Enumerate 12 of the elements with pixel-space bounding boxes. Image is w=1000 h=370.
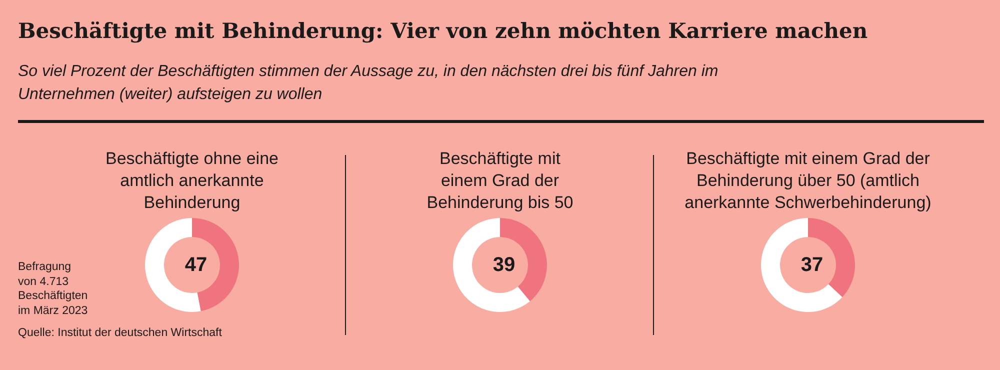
text: Beschäftigte mit Behinderung: Vier von zehn möchten Karriere machen — [18, 18, 868, 43]
donut-slice — [453, 218, 530, 312]
data-label: 47 — [184, 254, 208, 276]
chart-title: Beschäftigte mit einem Grad der Behinderung über 50 (amtlich anerkannte Schwerbehinderung) — [684, 148, 932, 214]
chart-title: Beschäftigte ohne eine amtlich anerkannte Behinderung — [104, 148, 280, 214]
chart-title: Beschäftigte mit einem Grad der Behinderung bis 50 — [426, 148, 574, 214]
data-label: 37 — [800, 254, 824, 276]
data-label: 39 — [492, 254, 516, 276]
source-note: Quelle: Institut der deutschen Wirtschaft — [18, 327, 222, 339]
donut-slice — [761, 218, 842, 312]
text: So viel Prozent der Beschäftigten stimmen der Aussage zu, in den nächsten drei bis fünf Jahren im Unternehmen (weiter) aufsteigen zu wollen — [18, 62, 720, 105]
text: Befragung von 4.713 Beschäftigten im März 2023 — [18, 260, 88, 318]
